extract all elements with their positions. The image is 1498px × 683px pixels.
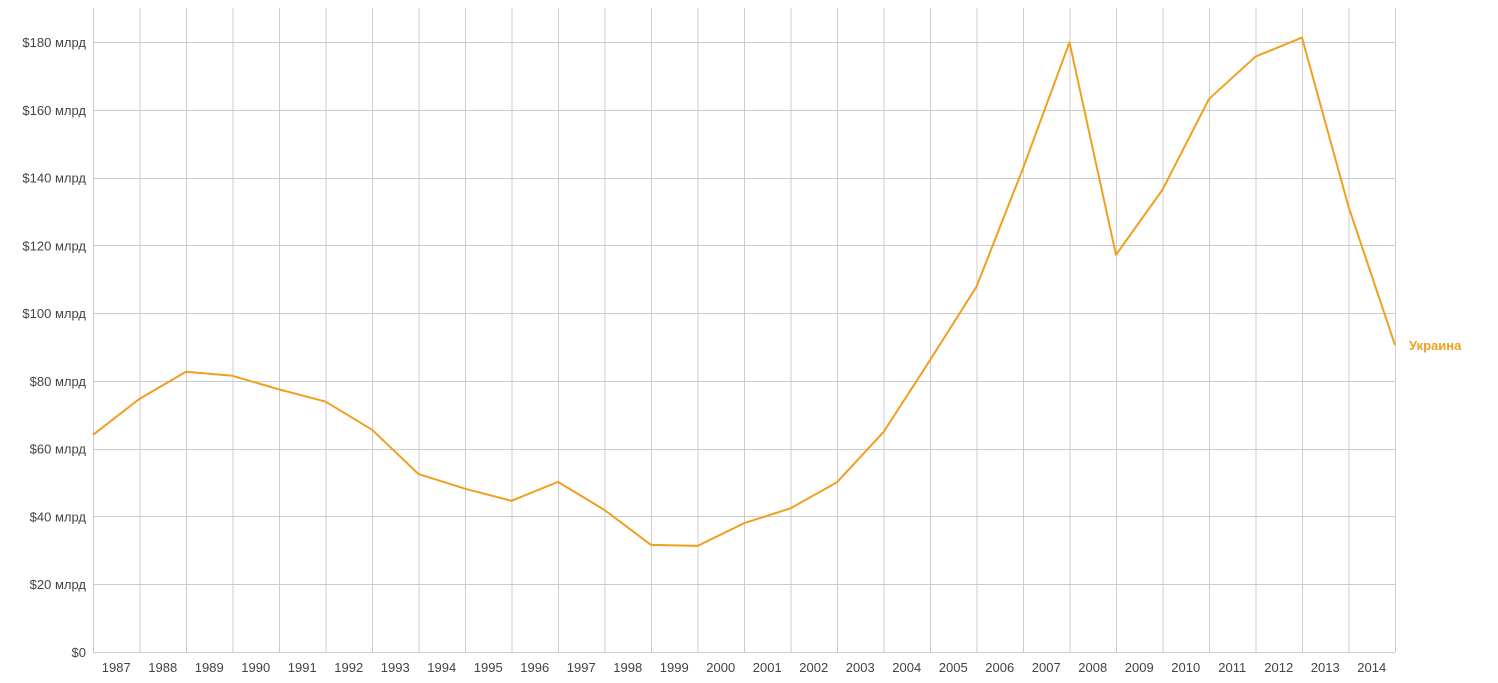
x-tick-label: 1989 [195,660,224,675]
y-tick-label: $180 млрд [22,35,86,50]
y-tick-label: $20 млрд [30,577,87,592]
x-tick-label: 2011 [1218,660,1246,675]
x-tick-label: 1992 [334,660,363,675]
y-tick-label: $40 млрд [30,509,87,524]
y-axis-labels: $0 $20 млрд $40 млрд $60 млрд $80 млрд $100 м… [22,35,86,660]
x-tick-label: 1987 [102,660,131,675]
x-tick-label: 2009 [1125,660,1154,675]
x-tick-label: 2013 [1311,660,1340,675]
x-tick-label: 1990 [241,660,270,675]
series-line-ukraine [92,36,1396,547]
x-tick-label: 2010 [1171,660,1200,675]
y-tick-label: $120 млрд [22,238,86,253]
x-tick-label: 2006 [985,660,1014,675]
x-tick-label: 2012 [1264,660,1293,675]
x-tick-label: 1993 [381,660,410,675]
x-tick-label: 1994 [427,660,456,675]
x-tick-label: 2007 [1032,660,1061,675]
x-tick-label: 2008 [1078,660,1107,675]
x-tick-label: 1998 [613,660,642,675]
x-tick-label: 2002 [799,660,828,675]
grid [93,8,1396,653]
x-tick-label: 2003 [846,660,875,675]
x-tick-label: 2014 [1357,660,1386,675]
x-tick-label: 1995 [474,660,503,675]
x-tick-label: 1999 [660,660,689,675]
y-tick-label: $140 млрд [22,171,86,186]
y-tick-label: $160 млрд [22,103,86,118]
x-tick-label: 2001 [753,660,782,675]
x-tick-label: 1988 [148,660,177,675]
x-tick-label: 1991 [288,660,317,675]
x-tick-label: 1996 [520,660,549,675]
series-lines: Украина [92,36,1462,547]
x-tick-label: 2000 [706,660,735,675]
y-tick-label: $0 [72,645,86,660]
y-tick-label: $80 млрд [30,374,87,389]
x-tick-label: 2004 [892,660,921,675]
x-axis-labels: 1987 1988 1989 1990 1991 1992 1993 1994 1995 1996… [102,660,1386,675]
y-tick-label: $60 млрд [30,442,87,457]
x-tick-label: 2005 [939,660,968,675]
x-tick-label: 1997 [567,660,596,675]
series-label: Украина [1409,338,1462,353]
y-tick-label: $100 млрд [22,306,86,321]
